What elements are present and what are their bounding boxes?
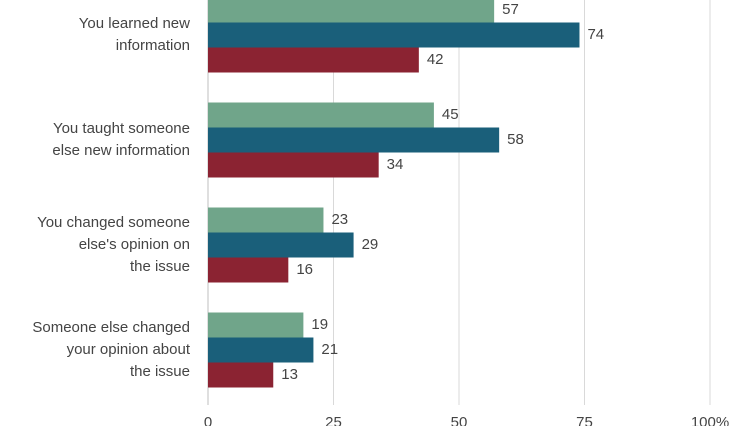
y-tick-label: You changed someone [37,214,190,231]
bar [208,232,354,258]
x-tick-label: 0 [204,414,212,426]
y-tick-label: the issue [130,258,190,275]
value-label: 13 [281,366,298,383]
y-tick-label: information [116,37,190,54]
x-tick-label: 100% [691,414,729,426]
bar [208,207,324,233]
bar [208,362,274,388]
y-tick-label: the issue [130,363,190,380]
y-tick-label: your opinion about [67,341,191,358]
y-tick-label: You learned new [79,15,190,32]
value-label: 29 [362,236,379,253]
value-label: 34 [387,156,404,173]
y-tick-label: You taught someone [53,120,190,137]
y-tick-label: Someone else changed [32,319,190,336]
value-label: 42 [427,51,444,68]
bar [208,337,314,363]
bar [208,47,419,73]
bar [208,22,580,48]
y-tick-label: else's opinion on [79,236,190,253]
bar [208,127,500,153]
value-label: 19 [311,316,328,333]
x-tick-label: 75 [576,414,593,426]
value-label: 23 [331,211,348,228]
bar [208,257,289,283]
y-tick-label: else new information [52,142,190,159]
x-tick-label: 50 [451,414,468,426]
bar [208,312,304,338]
x-tick-label: 25 [325,414,342,426]
value-label: 16 [296,261,313,278]
value-label: 74 [587,26,604,43]
value-label: 57 [502,1,519,18]
bar [208,0,495,23]
value-label: 58 [507,131,524,148]
bar [208,152,379,178]
value-label: 21 [321,341,338,358]
value-label: 45 [442,106,459,123]
bar [208,102,434,128]
